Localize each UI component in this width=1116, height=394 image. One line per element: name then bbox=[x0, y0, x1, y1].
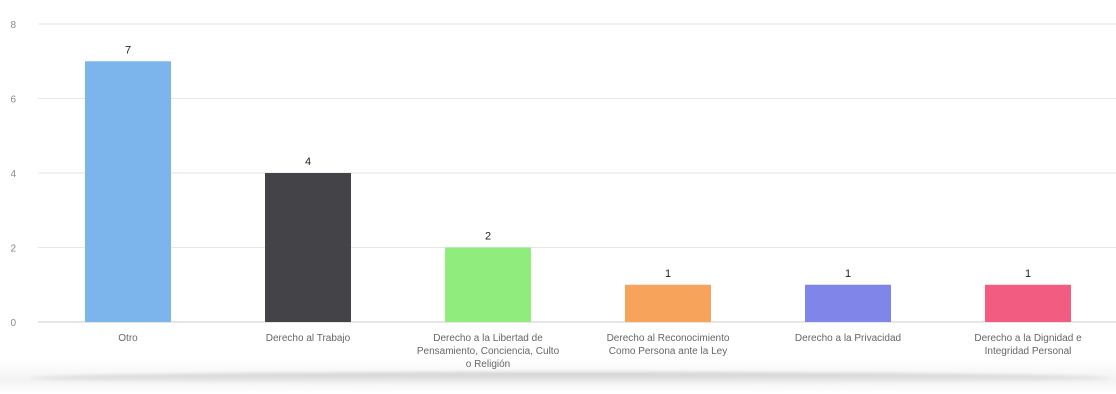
category-label-line: Integridad Personal bbox=[985, 346, 1072, 357]
bar-4 bbox=[805, 284, 891, 322]
bar-2 bbox=[445, 247, 531, 322]
y-tick-label: 2 bbox=[10, 244, 16, 255]
data-labels: 7 4 2 1 1 1 bbox=[125, 44, 1031, 280]
x-category-label: Otro bbox=[118, 333, 138, 344]
x-axis-labels: Otro Derecho al Trabajo Derecho a la Liber… bbox=[118, 333, 1082, 370]
data-label: 7 bbox=[125, 44, 131, 56]
category-label-line: Derecho a la Libertad de bbox=[433, 333, 543, 344]
x-category-label: Derecho a la Privacidad bbox=[795, 333, 901, 344]
y-tick-label: 8 bbox=[10, 20, 16, 31]
bar-3 bbox=[625, 284, 711, 322]
y-axis-ticks: 0 2 4 6 8 bbox=[10, 20, 16, 329]
data-label: 2 bbox=[485, 231, 491, 243]
data-label: 1 bbox=[1025, 268, 1031, 280]
x-category-label: Derecho al Reconocimiento Como Persona an… bbox=[607, 333, 730, 357]
y-tick-label: 0 bbox=[10, 318, 16, 329]
category-label-line: Derecho a la Privacidad bbox=[795, 333, 901, 344]
category-label-line: Como Persona ante la Ley bbox=[609, 346, 727, 357]
data-label: 1 bbox=[665, 268, 671, 280]
y-tick-label: 6 bbox=[10, 95, 16, 106]
bar-1 bbox=[265, 173, 351, 322]
data-label: 4 bbox=[305, 156, 311, 168]
bar-5 bbox=[985, 284, 1071, 322]
torn-paper-edge bbox=[30, 372, 1110, 384]
x-category-label: Derecho a la Dignidad e Integridad Person… bbox=[974, 333, 1082, 357]
grid-lines bbox=[38, 23, 1116, 323]
category-label-line: Otro bbox=[118, 333, 138, 344]
category-label-line: Derecho al Reconocimiento bbox=[607, 333, 730, 344]
bars bbox=[85, 61, 1071, 322]
x-category-label: Derecho a la Libertad de Pensamiento, Con… bbox=[417, 333, 560, 370]
data-label: 1 bbox=[845, 268, 851, 280]
category-label-line: Pensamiento, Conciencia, Culto bbox=[417, 346, 560, 357]
x-category-label: Derecho al Trabajo bbox=[266, 333, 351, 344]
category-label-line: Derecho al Trabajo bbox=[266, 333, 351, 344]
y-tick-label: 4 bbox=[10, 169, 16, 180]
category-label-line: o Religión bbox=[466, 359, 510, 370]
category-label-line: Derecho a la Dignidad e bbox=[974, 333, 1082, 344]
bar-0 bbox=[85, 61, 171, 322]
